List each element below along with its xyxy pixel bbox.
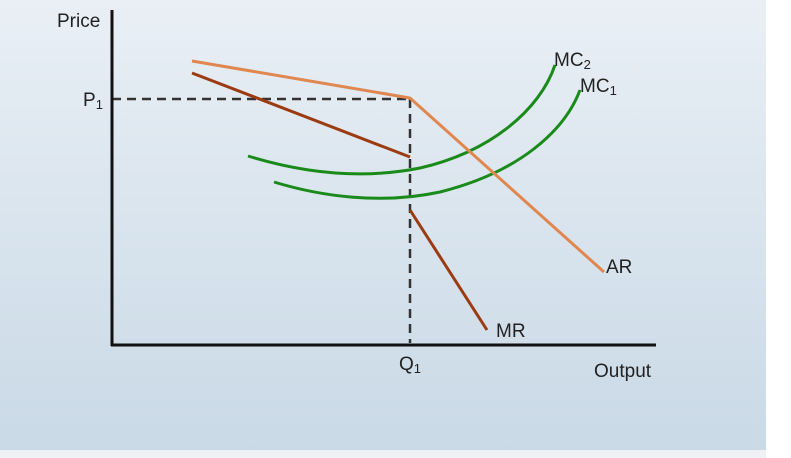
label-sub: 1 [414, 361, 421, 376]
mc2-curve [247, 64, 557, 176]
label-sub: 1 [96, 97, 103, 112]
label-main: MC [554, 50, 584, 71]
curve-label: MR [496, 321, 526, 342]
label-sub: 1 [610, 83, 617, 98]
label-sub: 2 [584, 57, 591, 72]
quantity-level: Q1 [399, 354, 421, 376]
label-main: P [83, 90, 96, 111]
x-axis-label: Output [594, 361, 652, 382]
bottom-strip [0, 450, 766, 458]
price-level: P1 [83, 90, 103, 112]
mr-upper [191, 71, 411, 159]
ar-curve [191, 59, 606, 274]
mr-lower [408, 209, 489, 331]
mc1-curve [273, 89, 582, 200]
curve-label: AR [606, 257, 632, 278]
curve-label: MC2 [554, 50, 591, 72]
background [0, 0, 766, 450]
curve-label: MC1 [580, 76, 617, 98]
y-axis-label: Price [57, 11, 100, 32]
label-main: MC [580, 76, 610, 97]
label-main: Q [399, 354, 414, 375]
